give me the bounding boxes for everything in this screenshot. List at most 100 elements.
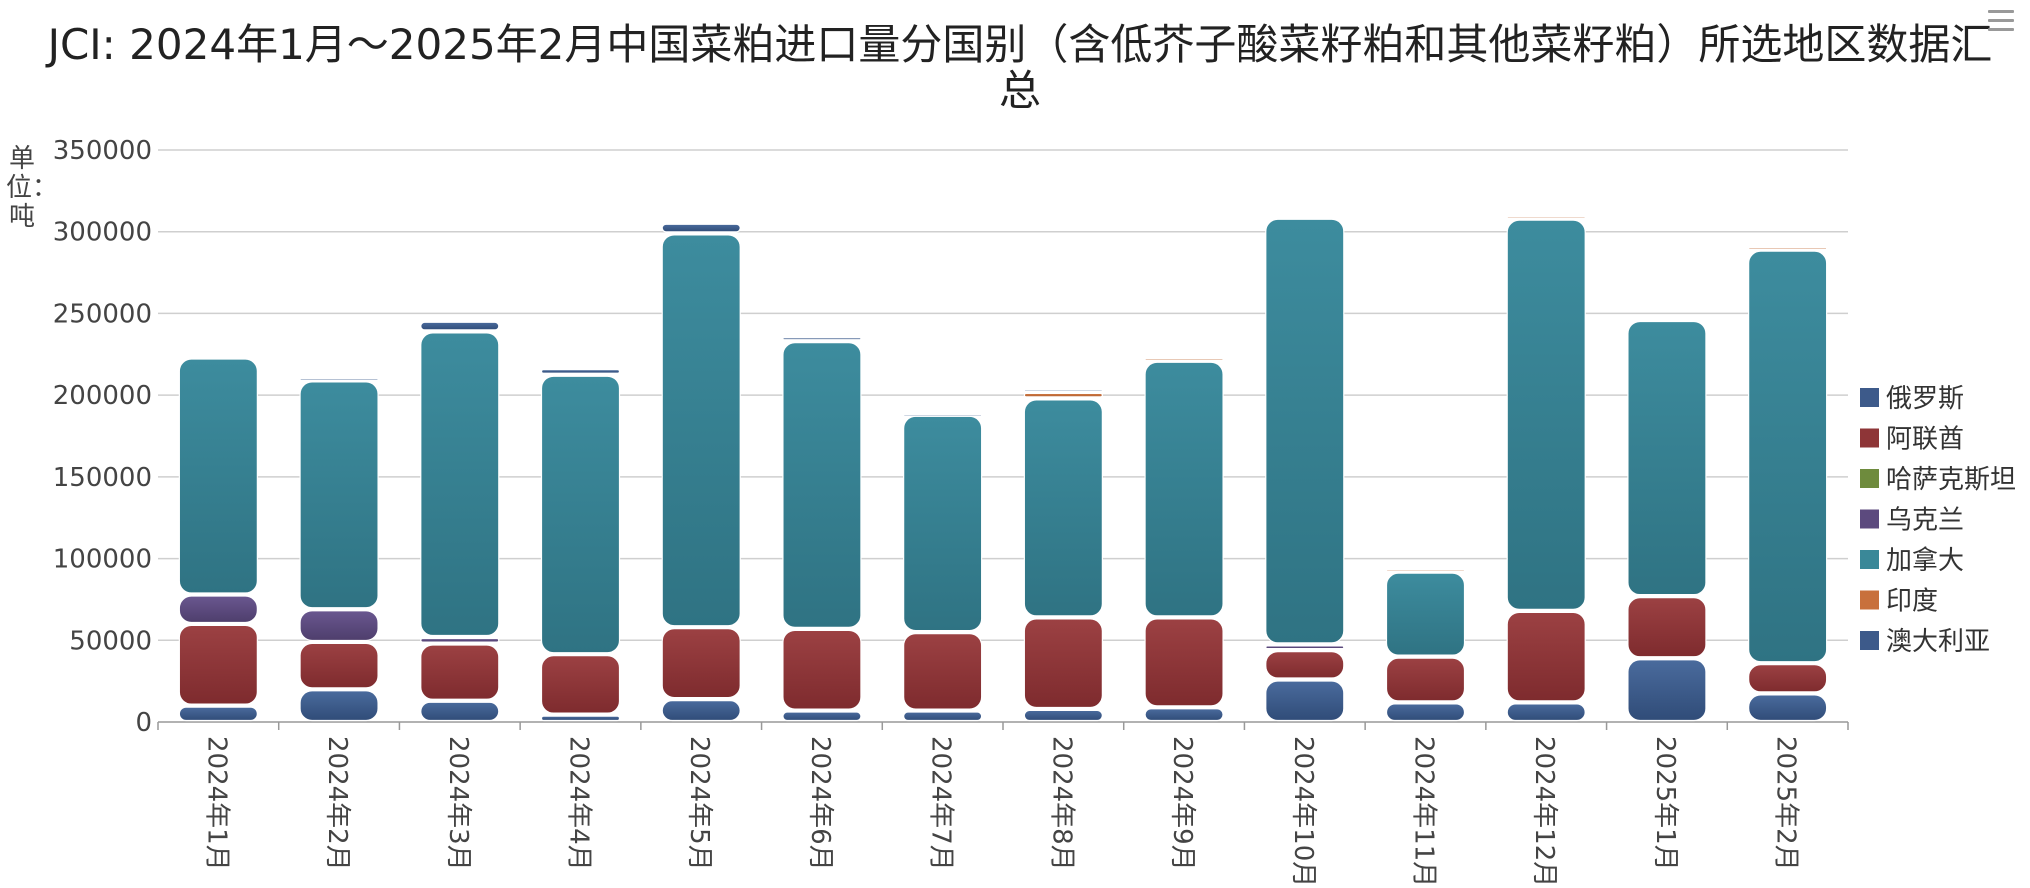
y-tick-label: 200000 (53, 381, 152, 411)
bar-segment[interactable] (661, 234, 741, 627)
bar-segment[interactable] (1023, 389, 1103, 393)
legend-label: 阿联酋 (1886, 425, 1964, 455)
x-tick-label: 2024年7月 (926, 736, 956, 871)
bar-segment[interactable] (540, 375, 621, 654)
x-tick-label: 2024年6月 (805, 736, 835, 871)
bar-segment[interactable] (540, 655, 621, 714)
legend-label: 乌克兰 (1886, 506, 1964, 536)
bar-segment[interactable] (1265, 680, 1345, 722)
bar-segment[interactable] (420, 701, 500, 722)
bar-segment[interactable] (1265, 645, 1345, 650)
bar-segment[interactable] (903, 414, 983, 417)
legend-item[interactable]: 俄罗斯 (1860, 384, 1964, 414)
bar-segment[interactable] (1627, 659, 1707, 722)
bar-segment[interactable] (299, 381, 379, 609)
y-tick-label: 0 (135, 708, 152, 738)
menu-icon[interactable] (1988, 10, 2014, 32)
bar-segment[interactable] (1144, 618, 1224, 707)
bar-segment[interactable] (178, 595, 258, 624)
legend-label: 印度 (1886, 587, 1938, 617)
legend-item[interactable]: 加拿大 (1860, 546, 1964, 576)
y-tick-label: 100000 (53, 545, 152, 575)
legend-swatch (1860, 469, 1879, 488)
legend-swatch (1860, 550, 1879, 569)
bar-segment[interactable] (1627, 320, 1707, 596)
bar-segment[interactable] (1748, 694, 1828, 722)
y-tick-label: 250000 (53, 299, 152, 329)
bar-segment[interactable] (661, 628, 741, 699)
x-tick-label: 2024年12月 (1529, 736, 1559, 887)
bar-segment[interactable] (1144, 361, 1224, 617)
bar-segment[interactable] (903, 711, 983, 722)
x-tick-label: 2024年2月 (322, 736, 352, 871)
x-tick-label: 2024年3月 (443, 736, 473, 871)
bar-segment[interactable] (782, 342, 862, 628)
x-tick-label: 2024年11月 (1409, 736, 1439, 887)
bar-segment[interactable] (420, 332, 500, 637)
bar-segment[interactable] (1023, 709, 1103, 722)
bar-segment[interactable] (1748, 250, 1828, 663)
bar-segment[interactable] (1023, 399, 1103, 617)
bar-segment[interactable] (1385, 572, 1466, 656)
bar-segment[interactable] (1506, 611, 1586, 702)
bar-segment[interactable] (540, 369, 621, 374)
bar-segment[interactable] (1385, 703, 1466, 722)
y-tick-label: 50000 (69, 626, 152, 656)
bar-segment[interactable] (420, 637, 500, 643)
bar-segment[interactable] (178, 624, 258, 705)
bar-segment[interactable] (299, 642, 379, 689)
legend-label: 加拿大 (1886, 546, 1964, 576)
bar-segment[interactable] (1627, 597, 1707, 658)
bar-segment[interactable] (178, 706, 258, 722)
x-tick-label: 2025年2月 (1771, 736, 1801, 871)
bar-segment[interactable] (420, 321, 500, 331)
bar-segment[interactable] (782, 629, 862, 710)
legend-item[interactable]: 印度 (1860, 587, 1938, 617)
bar-segment[interactable] (782, 337, 862, 341)
x-tick-label: 2024年8月 (1046, 736, 1076, 871)
bar-segment[interactable] (903, 633, 983, 710)
bar-segment[interactable] (540, 715, 621, 722)
bar-segment[interactable] (1385, 569, 1466, 572)
bar-segment[interactable] (1506, 216, 1586, 219)
legend-swatch (1860, 428, 1879, 448)
bar-segment[interactable] (1748, 247, 1828, 251)
legend-swatch (1860, 631, 1879, 650)
y-tick-label: 300000 (53, 218, 152, 248)
legend-item[interactable]: 乌克兰 (1860, 506, 1964, 536)
bar-segment[interactable] (1144, 708, 1224, 722)
bar-segment[interactable] (782, 711, 862, 722)
bar-segment[interactable] (1023, 618, 1103, 709)
bar-segment[interactable] (178, 358, 258, 594)
legend-item[interactable]: 哈萨克斯坦 (1860, 465, 2016, 495)
x-tick-label: 2024年4月 (564, 736, 594, 871)
legend-label: 俄罗斯 (1886, 384, 1964, 414)
x-tick-label: 2024年5月 (684, 736, 714, 871)
bar-segment[interactable] (903, 415, 983, 632)
bar-segment[interactable] (299, 690, 379, 722)
bar-segment[interactable] (1023, 392, 1103, 398)
bar-segment[interactable] (1748, 664, 1828, 693)
bar-segment[interactable] (1506, 703, 1586, 722)
bar-segment[interactable] (1265, 218, 1345, 644)
bar-segment[interactable] (299, 378, 379, 381)
bar-segment[interactable] (1144, 358, 1224, 362)
bar-segment[interactable] (420, 644, 500, 700)
x-tick-label: 2024年1月 (201, 736, 231, 871)
legend-item[interactable]: 阿联酋 (1860, 425, 1964, 455)
bar-segment[interactable] (1265, 650, 1345, 679)
y-tick-label: 350000 (53, 136, 152, 166)
legend-swatch (1860, 590, 1879, 610)
bar-segment[interactable] (299, 610, 379, 642)
x-tick-label: 2024年10月 (1288, 736, 1318, 887)
bar-segment[interactable] (1506, 219, 1586, 610)
bar-segment[interactable] (661, 700, 741, 722)
x-tick-label: 2024年9月 (1167, 736, 1197, 871)
legend-swatch (1860, 388, 1879, 407)
chart-title: JCI: 2024年1月～2025年2月中国菜粕进口量分国别（含低芥子酸菜籽粕和… (47, 20, 1993, 115)
bar-segment[interactable] (661, 223, 741, 233)
bar-segment[interactable] (1385, 657, 1466, 702)
legend-label: 澳大利亚 (1886, 627, 1990, 657)
legend-item[interactable]: 澳大利亚 (1860, 627, 1990, 657)
